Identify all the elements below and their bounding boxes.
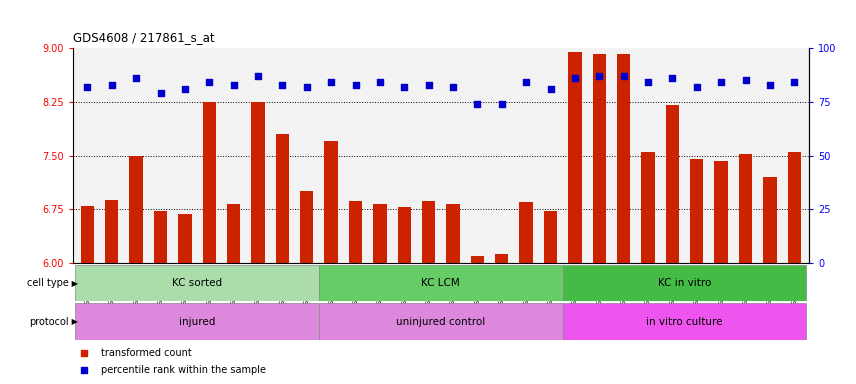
Bar xyxy=(739,154,752,263)
Text: ▶: ▶ xyxy=(69,317,79,326)
Text: KC in vitro: KC in vitro xyxy=(658,278,711,288)
Bar xyxy=(319,303,562,340)
Point xyxy=(714,79,728,86)
Point xyxy=(422,81,436,88)
Point xyxy=(105,81,119,88)
Bar xyxy=(690,159,704,263)
Bar xyxy=(641,152,655,263)
Point xyxy=(348,81,362,88)
Point xyxy=(77,349,91,356)
Point xyxy=(641,79,655,86)
Text: cell type: cell type xyxy=(27,278,68,288)
Bar xyxy=(276,134,289,263)
Point xyxy=(300,84,313,90)
Point xyxy=(788,79,801,86)
Bar xyxy=(75,265,319,301)
Text: GDS4608 / 217861_s_at: GDS4608 / 217861_s_at xyxy=(73,31,214,44)
Bar xyxy=(592,54,606,263)
Point xyxy=(397,84,411,90)
Bar xyxy=(203,102,216,263)
Point xyxy=(617,73,631,79)
Point xyxy=(324,79,338,86)
Text: transformed count: transformed count xyxy=(101,348,192,358)
Bar xyxy=(373,204,387,263)
Bar xyxy=(154,211,167,263)
Point xyxy=(251,73,265,79)
Point xyxy=(666,75,680,81)
Bar xyxy=(324,141,338,263)
Point xyxy=(520,79,533,86)
Point xyxy=(80,84,94,90)
Bar xyxy=(562,303,806,340)
Bar xyxy=(397,207,411,263)
Bar xyxy=(568,51,581,263)
Point xyxy=(471,101,484,107)
Bar xyxy=(562,265,806,301)
Bar xyxy=(227,204,241,263)
Point xyxy=(739,77,752,83)
Point xyxy=(276,81,289,88)
Bar xyxy=(495,254,508,263)
Text: KC LCM: KC LCM xyxy=(421,278,461,288)
Bar xyxy=(764,177,776,263)
Bar xyxy=(666,105,679,263)
Bar xyxy=(252,102,265,263)
Text: in vitro culture: in vitro culture xyxy=(646,316,722,327)
Bar xyxy=(178,214,192,263)
Text: ▶: ▶ xyxy=(69,279,79,288)
Bar xyxy=(105,200,118,263)
Point xyxy=(202,79,216,86)
Bar xyxy=(617,54,630,263)
Text: KC sorted: KC sorted xyxy=(172,278,223,288)
Point xyxy=(690,84,704,90)
Point xyxy=(77,367,91,373)
Bar xyxy=(446,204,460,263)
Text: percentile rank within the sample: percentile rank within the sample xyxy=(101,365,265,375)
Point xyxy=(592,73,606,79)
Point xyxy=(763,81,776,88)
Bar xyxy=(544,211,557,263)
Bar xyxy=(422,201,436,263)
Bar xyxy=(788,152,801,263)
Bar xyxy=(80,206,94,263)
Bar xyxy=(75,303,319,340)
Bar xyxy=(715,161,728,263)
Point xyxy=(568,75,582,81)
Bar xyxy=(348,201,362,263)
Point xyxy=(227,81,241,88)
Point xyxy=(129,75,143,81)
Bar xyxy=(471,256,484,263)
Point xyxy=(446,84,460,90)
Bar xyxy=(300,191,313,263)
Text: uninjured control: uninjured control xyxy=(396,316,485,327)
Text: injured: injured xyxy=(179,316,215,327)
Bar xyxy=(520,202,532,263)
Point xyxy=(544,86,557,92)
Point xyxy=(495,101,508,107)
Text: protocol: protocol xyxy=(29,316,68,327)
Point xyxy=(154,90,168,96)
Bar xyxy=(129,156,143,263)
Bar xyxy=(319,265,562,301)
Point xyxy=(373,79,387,86)
Point xyxy=(178,86,192,92)
